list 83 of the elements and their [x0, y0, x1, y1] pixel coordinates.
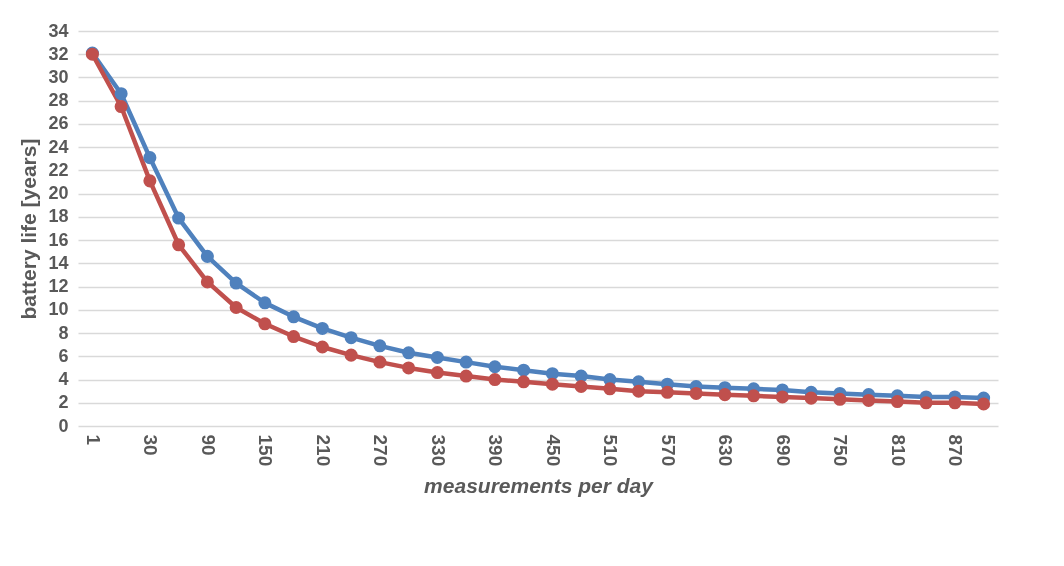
y-tick-label: 30 [48, 66, 69, 87]
point [459, 355, 473, 369]
y-tick-label: 16 [48, 229, 69, 250]
y-tick-label: 32 [48, 43, 69, 64]
point [200, 249, 214, 263]
point [287, 310, 301, 324]
point [402, 361, 416, 375]
y-tick-label: 24 [48, 136, 69, 157]
point [344, 348, 358, 362]
x-tick-label: 270 [370, 434, 392, 467]
point [862, 393, 876, 407]
y-axis-title: battery life [years] [17, 138, 41, 320]
point [804, 391, 818, 405]
point [833, 392, 847, 406]
point [488, 360, 502, 374]
point [114, 87, 128, 101]
point [373, 355, 387, 369]
x-tick-label: 690 [772, 434, 794, 467]
point [315, 340, 329, 354]
x-tick-label: 90 [197, 434, 219, 456]
x-tick-label: 330 [427, 434, 449, 467]
x-axis-title: measurements per day [424, 474, 655, 498]
y-tick-label: 4 [58, 369, 69, 390]
y-tick-label: 22 [48, 159, 69, 180]
y-tick-label: 12 [48, 276, 69, 297]
y-tick-label: 14 [48, 252, 69, 273]
point [373, 339, 387, 353]
y-tick-label: 18 [48, 206, 69, 227]
point [948, 396, 962, 410]
y-tick-label: 10 [48, 299, 69, 320]
x-tick-label: 30 [140, 434, 162, 456]
point [689, 386, 703, 400]
point [517, 375, 531, 389]
x-tick-label: 390 [485, 434, 507, 467]
point [172, 238, 186, 252]
point [459, 369, 473, 383]
point [545, 367, 559, 381]
y-tick-label: 28 [48, 90, 69, 111]
y-tick-label: 34 [48, 20, 69, 41]
x-tick-label: 750 [830, 434, 852, 467]
x-tick-label: 810 [887, 434, 909, 467]
point [747, 389, 761, 403]
y-tick-label: 0 [58, 415, 69, 436]
point [545, 377, 559, 391]
point [919, 396, 933, 410]
point [488, 373, 502, 387]
y-tick-label: 6 [58, 345, 69, 366]
point [890, 395, 904, 409]
point [517, 363, 531, 377]
point [258, 317, 272, 331]
x-tick-label: 1 [82, 434, 104, 446]
y-tick-label: 8 [58, 322, 69, 343]
y-tick-label: 26 [48, 113, 69, 134]
point [632, 384, 646, 398]
x-tick-label: 450 [542, 434, 564, 467]
point [660, 385, 674, 399]
point [430, 350, 444, 364]
point [114, 100, 128, 114]
point [143, 151, 157, 165]
y-tick-label: 2 [58, 392, 69, 413]
point [344, 331, 358, 345]
x-tick-label: 210 [312, 434, 334, 467]
point [172, 211, 186, 225]
x-tick-label: 150 [255, 434, 277, 467]
point [775, 390, 789, 404]
x-tick-label: 510 [600, 434, 622, 467]
point [229, 300, 243, 315]
point [200, 275, 214, 289]
point [574, 379, 588, 394]
x-tick-label: 870 [945, 434, 967, 467]
point [143, 174, 157, 188]
point [402, 346, 416, 360]
point [718, 388, 732, 402]
x-tick-label: 570 [657, 434, 679, 467]
point [977, 397, 991, 411]
point [258, 296, 272, 310]
y-tick-label: 20 [48, 183, 69, 204]
point [603, 382, 617, 396]
point [315, 321, 329, 335]
point [287, 330, 301, 344]
point [229, 276, 243, 290]
x-tick-label: 630 [715, 434, 737, 467]
point [430, 366, 444, 380]
